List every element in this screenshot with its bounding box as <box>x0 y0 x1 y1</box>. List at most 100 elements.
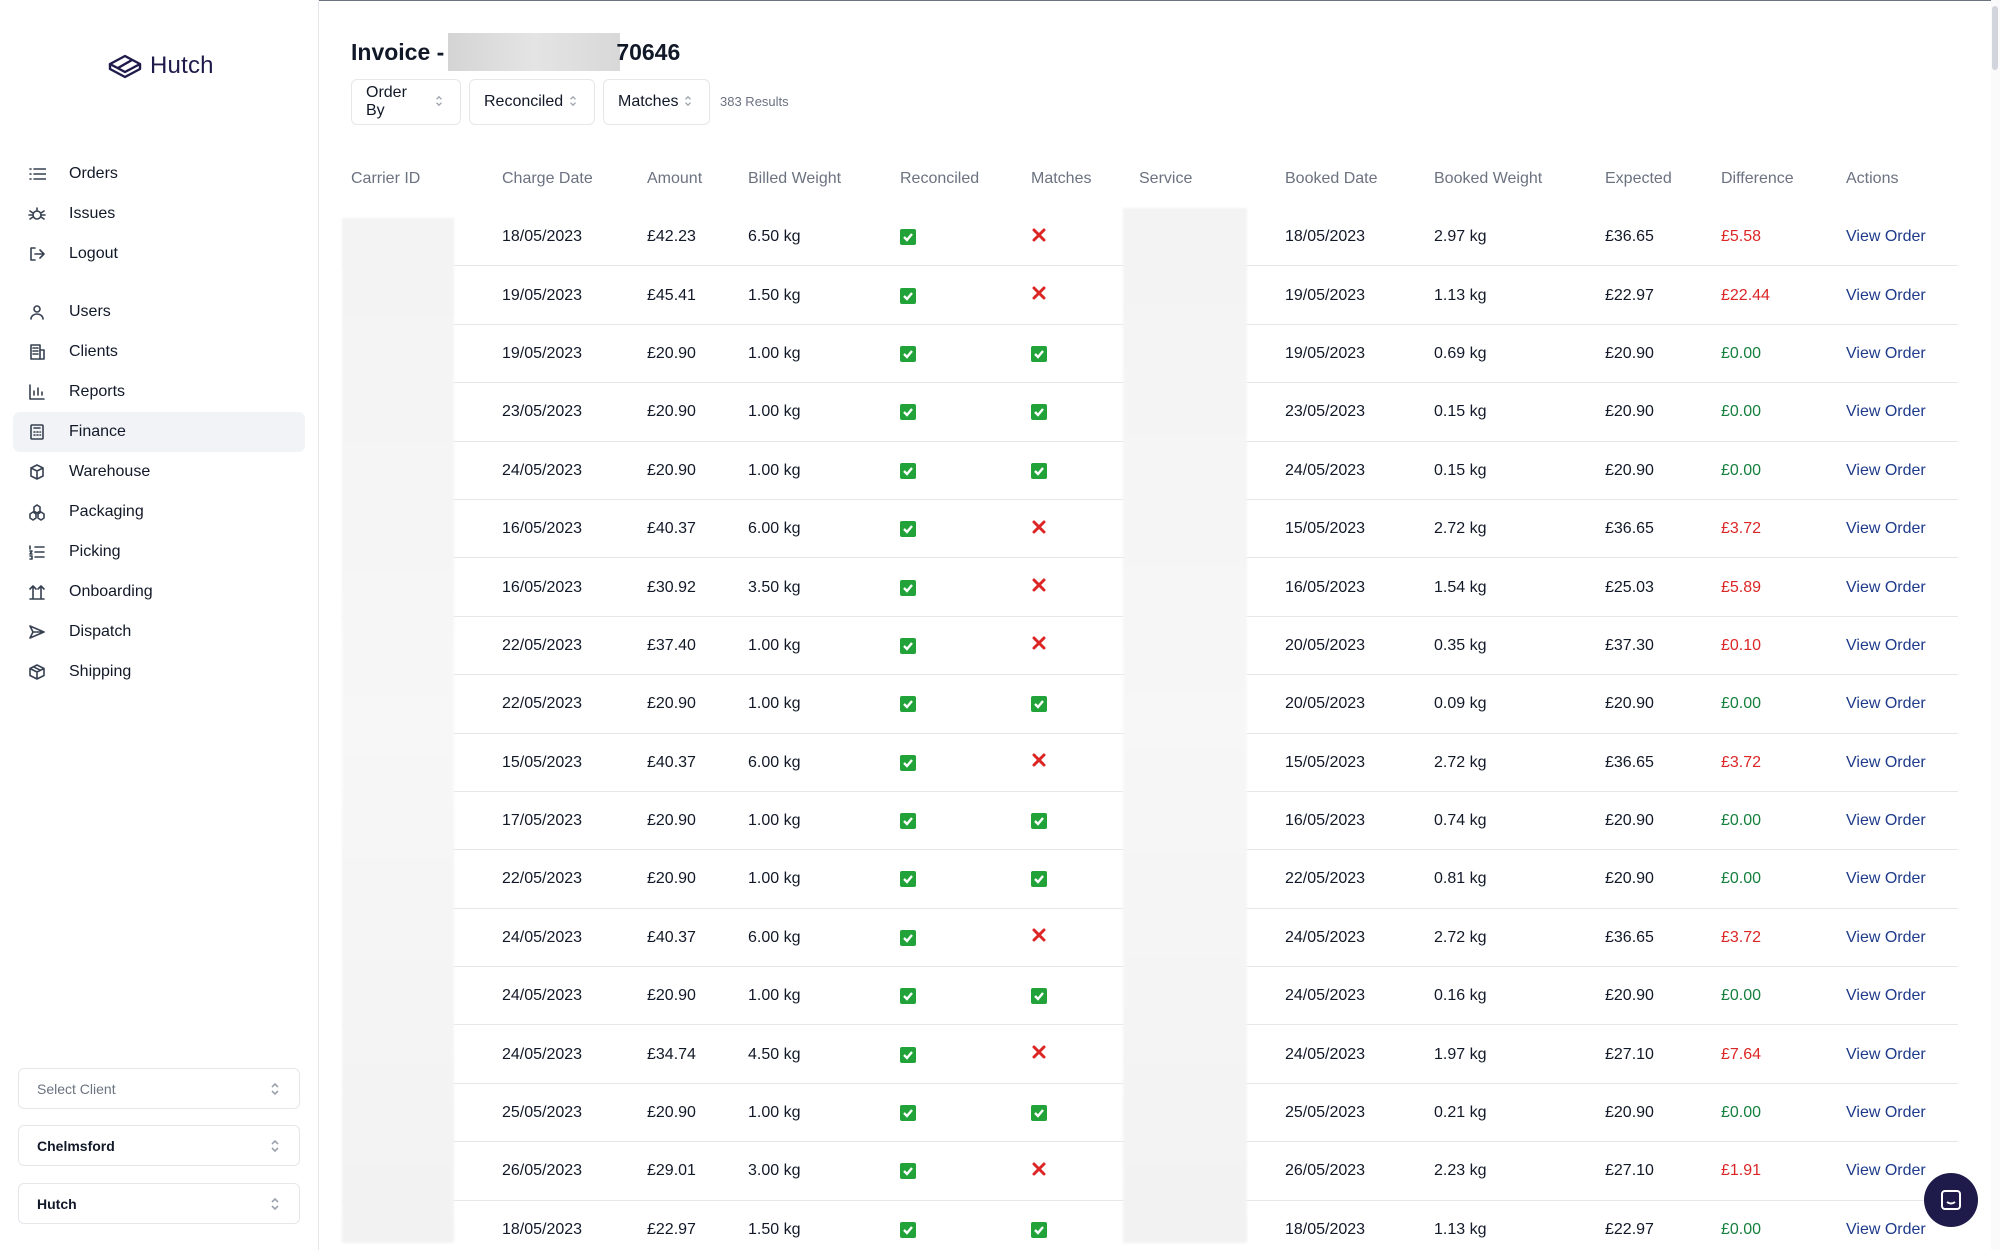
header-carrier-id[interactable]: Carrier ID <box>351 170 421 187</box>
cell-booked-weight: 0.81 kg <box>1434 870 1487 888</box>
cell-amount: £22.97 <box>647 1220 696 1238</box>
chevron-up-down-icon <box>683 94 695 110</box>
sidebar-item-issues[interactable]: Issues <box>13 194 305 234</box>
view-order-link[interactable]: View Order <box>1846 344 1926 362</box>
cell-booked-weight: 0.16 kg <box>1434 987 1487 1005</box>
view-order-link[interactable]: View Order <box>1846 987 1926 1005</box>
checkmark-icon <box>900 579 916 596</box>
cell-expected: £37.30 <box>1605 636 1654 654</box>
cell-booked-date: 23/05/2023 <box>1285 403 1366 421</box>
cell-billed-weight: 4.50 kg <box>748 1045 801 1063</box>
chat-support-button[interactable] <box>1924 1173 1978 1227</box>
cell-expected: £22.97 <box>1605 286 1654 304</box>
header-amount[interactable]: Amount <box>647 170 703 187</box>
cell-expected: £20.90 <box>1605 461 1654 479</box>
cell-charge-date: 26/05/2023 <box>502 1162 583 1180</box>
cell-actions: View Order <box>1846 266 1926 324</box>
cell-booked-date: 16/05/2023 <box>1285 578 1366 596</box>
cell-amount: £40.37 <box>647 753 696 771</box>
checkmark-icon <box>1031 1105 1047 1122</box>
cell-actions: View Order <box>1846 558 1926 616</box>
sidebar-item-users[interactable]: Users <box>13 292 305 332</box>
view-order-link[interactable]: View Order <box>1846 286 1926 304</box>
view-order-link[interactable]: View Order <box>1846 228 1926 246</box>
scrollbar-thumb[interactable] <box>1992 6 1998 70</box>
cell-matches <box>1031 1025 1047 1083</box>
header-booked-date[interactable]: Booked Date <box>1285 170 1378 187</box>
cell-amount: £20.90 <box>647 695 696 713</box>
cell-matches <box>1031 266 1047 324</box>
view-order-link[interactable]: View Order <box>1846 578 1926 596</box>
view-order-link[interactable]: View Order <box>1846 520 1926 538</box>
matches-filter[interactable]: Matches <box>603 79 710 125</box>
sidebar-item-packaging[interactable]: Packaging <box>13 492 305 532</box>
cell-reconciled <box>900 617 916 675</box>
sidebar-item-onboarding[interactable]: Onboarding <box>13 572 305 612</box>
header-expected[interactable]: Expected <box>1605 170 1672 187</box>
cell-matches <box>1031 1142 1047 1200</box>
cell-actions: View Order <box>1846 617 1926 675</box>
sidebar-item-picking[interactable]: Picking <box>13 532 305 572</box>
view-order-link[interactable]: View Order <box>1846 1162 1926 1180</box>
scrollbar-track[interactable] <box>1991 0 2000 1250</box>
cell-billed-weight: 1.00 kg <box>748 403 801 421</box>
view-order-link[interactable]: View Order <box>1846 1045 1926 1063</box>
sidebar-item-warehouse[interactable]: Warehouse <box>13 452 305 492</box>
view-order-link[interactable]: View Order <box>1846 695 1926 713</box>
cell-billed-weight: 1.50 kg <box>748 286 801 304</box>
cell-booked-date: 24/05/2023 <box>1285 928 1366 946</box>
cell-difference: £0.00 <box>1721 695 1762 713</box>
checkmark-icon <box>900 521 916 538</box>
view-order-link[interactable]: View Order <box>1846 461 1926 479</box>
sidebar-item-reports[interactable]: Reports <box>13 372 305 412</box>
header-reconciled[interactable]: Reconciled <box>900 170 980 187</box>
sidebar-item-shipping[interactable]: Shipping <box>13 652 305 692</box>
table-row: 15/05/2023 £40.37 6.00 kg 15/05/2023 2.72 kg… <box>342 734 1958 792</box>
header-difference[interactable]: Difference <box>1721 170 1794 187</box>
header-service[interactable]: Service <box>1139 170 1193 187</box>
cell-booked-weight: 0.09 kg <box>1434 695 1487 713</box>
cell-reconciled <box>900 500 916 558</box>
view-order-link[interactable]: View Order <box>1846 403 1926 421</box>
checkmark-icon <box>900 345 916 362</box>
sidebar-item-clients[interactable]: Clients <box>13 332 305 372</box>
cell-charge-date: 19/05/2023 <box>502 286 583 304</box>
header-matches[interactable]: Matches <box>1031 170 1092 187</box>
cell-actions: View Order <box>1846 909 1926 967</box>
cell-reconciled <box>900 967 916 1025</box>
cell-difference: £7.64 <box>1721 1045 1762 1063</box>
view-order-link[interactable]: View Order <box>1846 928 1926 946</box>
company-select-dropdown[interactable]: Hutch <box>18 1183 300 1224</box>
sidebar-item-logout[interactable]: Logout <box>13 234 305 274</box>
checkmark-icon <box>900 871 916 888</box>
sidebar-item-orders[interactable]: Orders <box>13 154 305 194</box>
cell-amount: £20.90 <box>647 870 696 888</box>
cell-matches <box>1031 675 1047 733</box>
view-order-link[interactable]: View Order <box>1846 812 1926 830</box>
reconciled-filter[interactable]: Reconciled <box>469 79 595 125</box>
view-order-link[interactable]: View Order <box>1846 1220 1926 1238</box>
header-booked-weight[interactable]: Booked Weight <box>1434 170 1543 187</box>
cell-matches <box>1031 500 1047 558</box>
view-order-link[interactable]: View Order <box>1846 753 1926 771</box>
cell-booked-date: 20/05/2023 <box>1285 695 1366 713</box>
app-logo[interactable]: Hutch <box>106 50 214 82</box>
bug-icon <box>27 204 47 224</box>
header-charge-date[interactable]: Charge Date <box>502 170 593 187</box>
site-select-dropdown[interactable]: Chelmsford <box>18 1125 300 1166</box>
view-order-link[interactable]: View Order <box>1846 1104 1926 1122</box>
checkmark-icon <box>900 754 916 771</box>
cell-booked-date: 26/05/2023 <box>1285 1162 1366 1180</box>
order-by-label: Order By <box>366 84 407 119</box>
cell-amount: £20.90 <box>647 1104 696 1122</box>
select-client-dropdown[interactable]: Select Client <box>18 1068 300 1109</box>
sidebar-item-dispatch[interactable]: Dispatch <box>13 612 305 652</box>
view-order-link[interactable]: View Order <box>1846 636 1926 654</box>
cell-matches <box>1031 208 1047 266</box>
checkmark-icon <box>900 929 916 946</box>
sidebar-item-finance[interactable]: Finance <box>13 412 305 452</box>
header-billed-weight[interactable]: Billed Weight <box>748 170 842 187</box>
view-order-link[interactable]: View Order <box>1846 870 1926 888</box>
cell-booked-date: 19/05/2023 <box>1285 344 1366 362</box>
order-by-filter[interactable]: Order By <box>351 79 461 125</box>
